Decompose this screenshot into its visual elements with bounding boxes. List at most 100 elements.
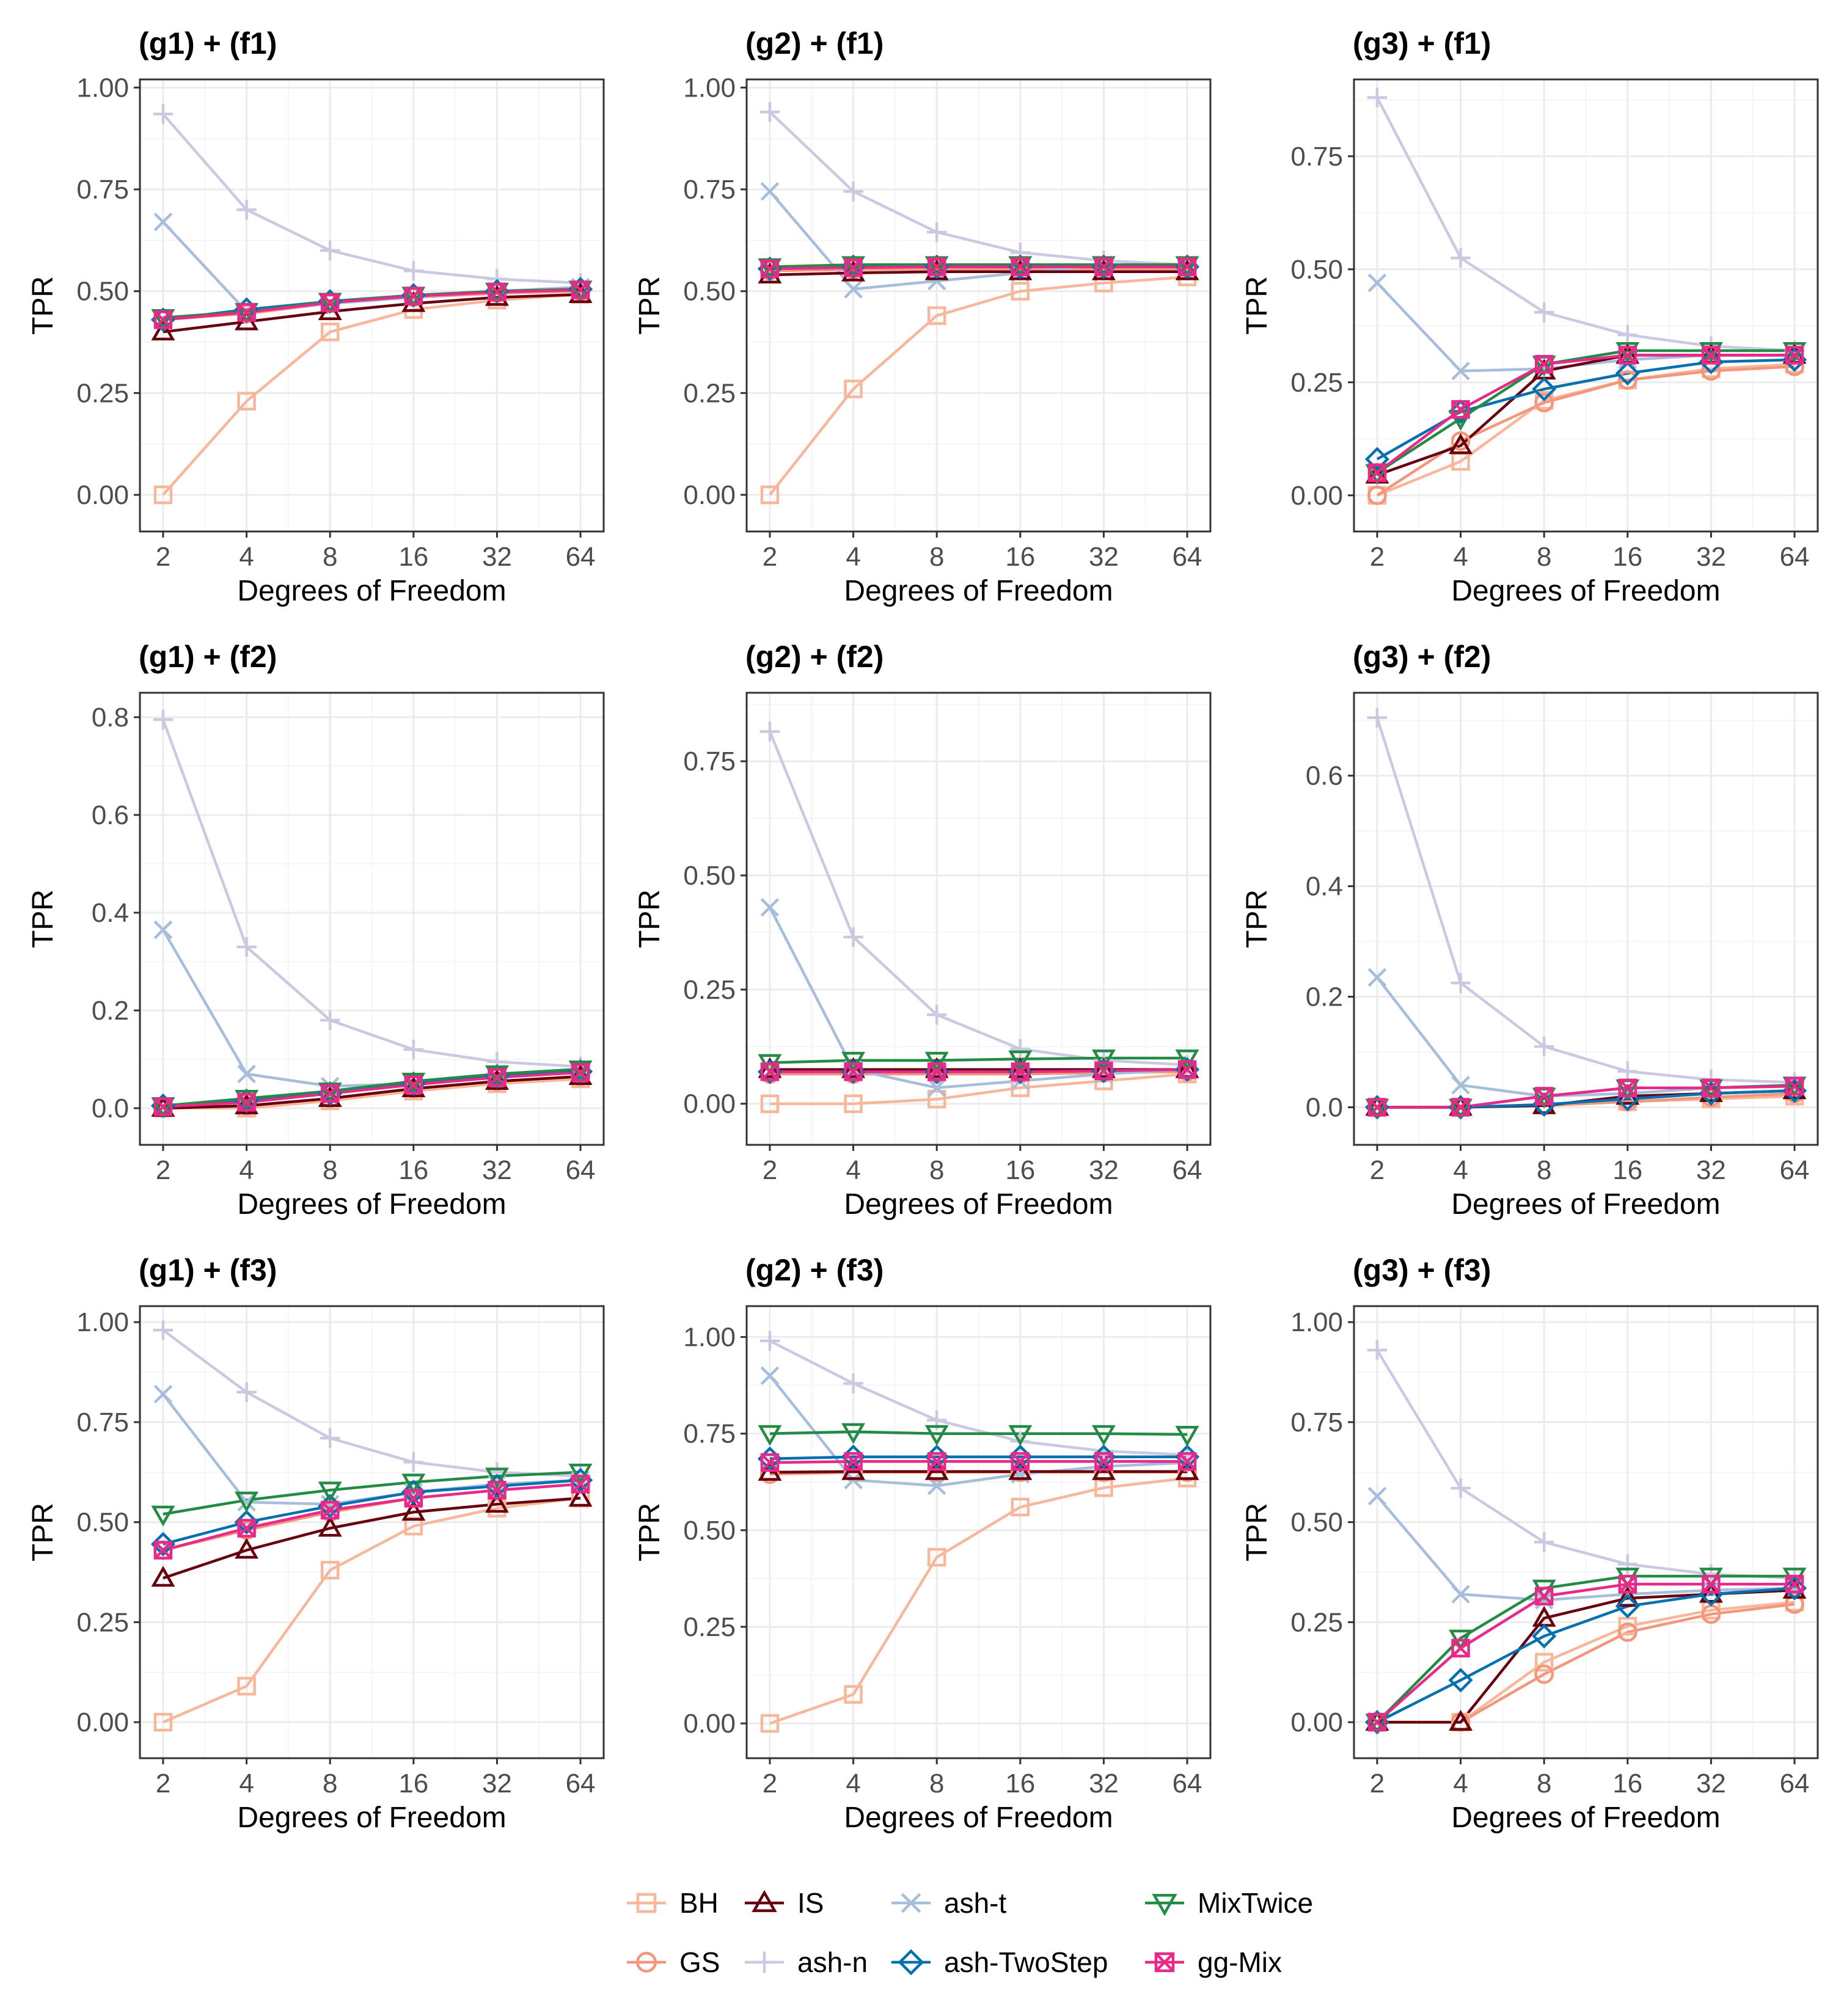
x-axis-title: Degrees of Freedom (1451, 1802, 1720, 1834)
point-bh (927, 1547, 946, 1567)
x-tick-label: 8 (1537, 1769, 1551, 1799)
point-gg-mix (760, 1453, 780, 1472)
point-mixtwice (568, 1061, 593, 1082)
point-ash-twostep (1364, 447, 1390, 472)
y-tick-label: 0.6 (92, 800, 129, 830)
point-gs (1367, 485, 1387, 505)
point-gg-mix (488, 1068, 507, 1087)
point-gs (1451, 431, 1471, 451)
y-tick-label: 0.2 (1306, 982, 1343, 1012)
y-axis-title: TPR (27, 276, 59, 335)
series-line-gg-mix (163, 1483, 581, 1552)
x-axis-title: Degrees of Freedom (1451, 1188, 1720, 1221)
panel-g3-f2: 2 4 8 16 32 64 0.0 0.2 0.4 0.6 (g3) + (f2) Degrees … (1241, 640, 1819, 1221)
point-gg-mix (1451, 400, 1470, 419)
point-gg-mix (1618, 1574, 1637, 1594)
point-gg-mix (1011, 1062, 1030, 1081)
point-ash-twostep (150, 1532, 176, 1557)
point-gg-mix (237, 1519, 256, 1538)
point-gg-mix (1702, 1078, 1721, 1098)
series-line-bh (770, 1072, 1188, 1105)
point-gg-mix (237, 1093, 256, 1112)
legend-item-ash-t: ash-t (891, 1887, 1006, 1919)
x-tick-label: 4 (239, 542, 254, 572)
x-tick-label: 32 (482, 1769, 512, 1799)
point-bh (844, 1685, 863, 1704)
series-line-bh (769, 1477, 1188, 1725)
series-line-bh (162, 293, 581, 496)
point-mixtwice (151, 1505, 175, 1527)
series-line-mixtwice (1376, 349, 1795, 474)
x-tick-label: 32 (1696, 1769, 1726, 1799)
point-ash-n (320, 240, 340, 261)
panel-border (745, 1305, 1212, 1759)
point-ash-n (759, 102, 780, 122)
point-ash-t (927, 1078, 946, 1097)
x-tick-label: 2 (763, 1769, 777, 1799)
point-gg-mix (1785, 1574, 1804, 1594)
panel-border (139, 692, 605, 1146)
point-gg-mix (1534, 1587, 1554, 1606)
point-bh (237, 392, 256, 411)
panel-g1-f3: 2 4 8 16 32 64 0.00 0.25 0.50 0.75 1.00 (g1) + (f3)… (27, 1253, 605, 1834)
x-tick-label: 2 (763, 1155, 777, 1185)
x-tick-label: 2 (156, 542, 170, 572)
legend-item-ash-twostep: ash-TwoStep (891, 1946, 1108, 1978)
x-tick-label: 2 (1370, 1155, 1385, 1185)
series-line-ash-n (1375, 717, 1795, 1084)
point-ash-n (926, 222, 947, 243)
point-ash-t (760, 182, 780, 201)
series-line-gg-mix (1376, 354, 1795, 474)
y-axis-title: TPR (1241, 276, 1273, 335)
y-tick-label: 0.25 (683, 1612, 736, 1642)
point-ash-twostep (1615, 360, 1640, 386)
x-tick-label: 64 (1173, 1769, 1202, 1799)
legend-item-is: IS (745, 1887, 824, 1919)
point-mixtwice (568, 1463, 593, 1485)
point-gg-mix (1785, 1076, 1804, 1096)
y-tick-label: 0.75 (76, 1408, 129, 1437)
legend-key-marker (636, 1952, 657, 1973)
point-ash-n (236, 200, 257, 220)
y-tick-label: 0.25 (1290, 1607, 1343, 1637)
point-gg-mix (927, 1062, 946, 1081)
legend-item-gg-mix: gg-Mix (1145, 1946, 1282, 1978)
point-ash-t (153, 1384, 173, 1404)
series-line-gg-mix (770, 1068, 1188, 1073)
panel-g1-f1: 2 4 8 16 32 64 0.00 0.25 0.50 0.75 1.00 (g1) + (f1)… (27, 26, 605, 607)
point-ash-n (759, 721, 780, 742)
point-gs (1534, 393, 1554, 412)
point-mixtwice (318, 1083, 342, 1104)
point-bh (927, 306, 946, 325)
point-gg-mix (153, 310, 173, 329)
point-gg-mix (844, 1062, 863, 1081)
x-axis-title: Degrees of Freedom (237, 575, 506, 607)
point-mixtwice (841, 256, 866, 277)
point-gg-mix (1534, 1087, 1554, 1106)
point-ash-twostep (401, 1480, 426, 1505)
y-tick-label: 0.0 (92, 1094, 129, 1123)
x-tick-label: 32 (1089, 542, 1119, 572)
series-line-ash-t (768, 907, 1188, 1089)
point-bh (844, 379, 863, 398)
y-tick-label: 0.6 (1306, 761, 1343, 791)
y-tick-label: 1.00 (76, 73, 129, 103)
point-ash-n (153, 104, 174, 124)
point-gg-mix (1094, 1452, 1113, 1471)
point-mixtwice (758, 1425, 782, 1446)
y-tick-label: 0.75 (683, 747, 736, 776)
panel-title: (g1) + (f1) (139, 26, 277, 60)
point-ash-t (1451, 1076, 1470, 1095)
series-line-is (163, 293, 581, 334)
point-bh (760, 485, 780, 505)
x-tick-label: 16 (1612, 542, 1642, 572)
panel-title: (g1) + (f3) (139, 1253, 277, 1287)
point-gg-mix (1367, 463, 1387, 483)
y-tick-label: 0.50 (683, 861, 736, 891)
y-axis-title: TPR (634, 276, 666, 335)
point-mixtwice (1175, 1050, 1199, 1071)
x-tick-label: 4 (1453, 1155, 1468, 1185)
series-line-bh (163, 1077, 581, 1110)
point-gg-mix (844, 258, 863, 277)
point-ash-n (236, 937, 257, 957)
